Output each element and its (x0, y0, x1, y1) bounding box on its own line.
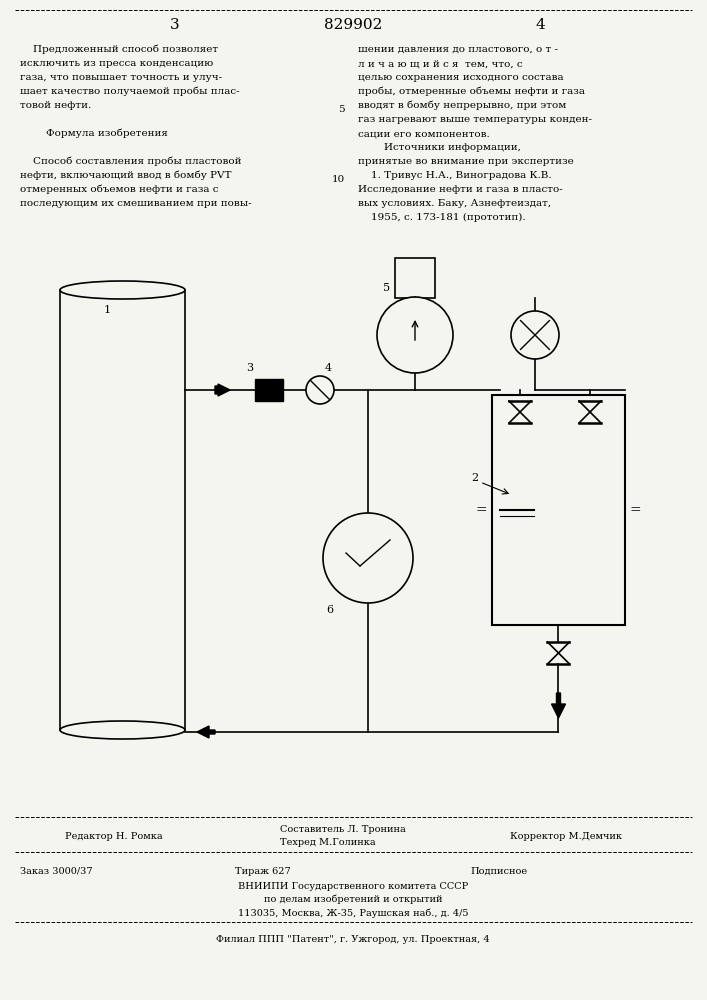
Text: Подписное: Подписное (470, 867, 527, 876)
Text: шении давления до пластового, о т -: шении давления до пластового, о т - (358, 45, 558, 54)
Text: =: = (475, 503, 487, 517)
Bar (60, 290, 185, 730)
Text: Способ составления пробы пластовой: Способ составления пробы пластовой (20, 157, 242, 166)
Text: 4: 4 (325, 363, 332, 373)
Text: ВНИИПИ Государственного комитета СССР: ВНИИПИ Государственного комитета СССР (238, 882, 468, 891)
Bar (395, 258, 435, 298)
FancyArrow shape (215, 384, 230, 396)
Text: сации его компонентов.: сации его компонентов. (358, 129, 490, 138)
Text: газа, что повышает точность и улуч-: газа, что повышает точность и улуч- (20, 73, 222, 82)
Text: л и ч а ю щ и й с я  тем, что, с: л и ч а ю щ и й с я тем, что, с (358, 59, 522, 68)
Text: Филиал ППП "Патент", г. Ужгород, ул. Проектная, 4: Филиал ППП "Патент", г. Ужгород, ул. Про… (216, 935, 490, 944)
Circle shape (511, 311, 559, 359)
Text: по делам изобретений и открытий: по делам изобретений и открытий (264, 895, 443, 904)
Text: 5: 5 (339, 105, 345, 114)
Text: 1. Тривус Н.А., Виноградова К.В.: 1. Тривус Н.А., Виноградова К.В. (358, 171, 551, 180)
Text: 4: 4 (535, 18, 545, 32)
Text: вводят в бомбу непрерывно, при этом: вводят в бомбу непрерывно, при этом (358, 101, 566, 110)
Text: Составитель Л. Тронина: Составитель Л. Тронина (280, 825, 406, 834)
Text: шает качество получаемой пробы плас-: шает качество получаемой пробы плас- (20, 87, 240, 97)
Text: Формула изобретения: Формула изобретения (20, 129, 168, 138)
Bar (255, 379, 283, 401)
Ellipse shape (60, 281, 185, 299)
Text: 10: 10 (332, 175, 345, 184)
Text: 2: 2 (471, 473, 478, 483)
Text: Предложенный способ позволяет: Предложенный способ позволяет (20, 45, 218, 54)
Circle shape (377, 297, 453, 373)
FancyArrow shape (551, 693, 566, 718)
Text: исключить из пресса конденсацию: исключить из пресса конденсацию (20, 59, 214, 68)
Text: 3: 3 (170, 18, 180, 32)
Text: 5: 5 (383, 283, 390, 293)
Bar (492, 395, 625, 625)
Text: Редактор Н. Ромка: Редактор Н. Ромка (65, 832, 163, 841)
Text: Заказ 3000/37: Заказ 3000/37 (20, 867, 93, 876)
Text: отмеренных объемов нефти и газа с: отмеренных объемов нефти и газа с (20, 185, 218, 194)
Text: Исследование нефти и газа в пласто-: Исследование нефти и газа в пласто- (358, 185, 563, 194)
Text: газ нагревают выше температуры конден-: газ нагревают выше температуры конден- (358, 115, 592, 124)
Text: последующим их смешиванием при повы-: последующим их смешиванием при повы- (20, 199, 252, 208)
Text: 1955, с. 173-181 (прототип).: 1955, с. 173-181 (прототип). (358, 213, 525, 222)
Text: Корректор М.Демчик: Корректор М.Демчик (510, 832, 622, 841)
Text: 113035, Москва, Ж-35, Раушская наб., д. 4/5: 113035, Москва, Ж-35, Раушская наб., д. … (238, 908, 468, 918)
Text: 6: 6 (327, 605, 334, 615)
Circle shape (323, 513, 413, 603)
Text: нефти, включающий ввод в бомбу PVT: нефти, включающий ввод в бомбу PVT (20, 171, 231, 180)
Text: Техред М.Голинка: Техред М.Голинка (280, 838, 375, 847)
Text: 829902: 829902 (324, 18, 382, 32)
FancyArrow shape (197, 726, 215, 738)
Text: =: = (630, 503, 642, 517)
Text: товой нефти.: товой нефти. (20, 101, 91, 110)
Text: пробы, отмеренные объемы нефти и газа: пробы, отмеренные объемы нефти и газа (358, 87, 585, 97)
Text: 1: 1 (104, 305, 111, 315)
Circle shape (306, 376, 334, 404)
Text: вых условиях. Баку, Азнефтеиздат,: вых условиях. Баку, Азнефтеиздат, (358, 199, 551, 208)
Text: целью сохранения исходного состава: целью сохранения исходного состава (358, 73, 563, 82)
Text: 3: 3 (247, 363, 254, 373)
Text: Источники информации,: Источники информации, (358, 143, 521, 152)
Text: Тираж 627: Тираж 627 (235, 867, 291, 876)
Ellipse shape (60, 721, 185, 739)
Text: принятые во внимание при экспертизе: принятые во внимание при экспертизе (358, 157, 574, 166)
